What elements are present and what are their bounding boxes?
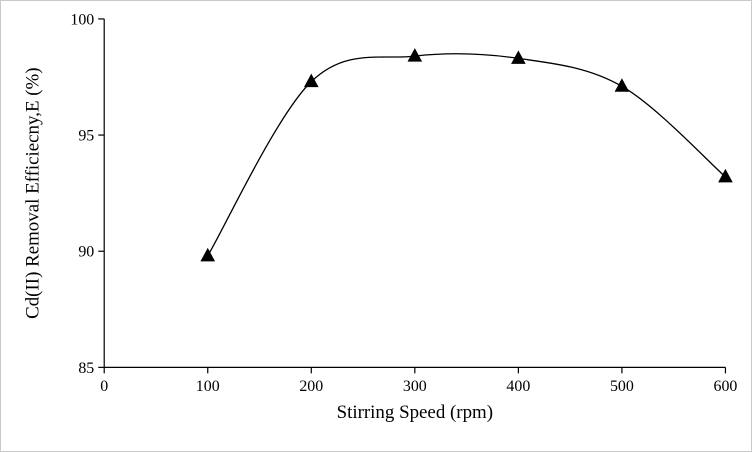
x-tick-label: 400 (506, 378, 530, 395)
x-tick-label: 300 (403, 378, 427, 395)
x-tick-label: 200 (299, 378, 323, 395)
y-tick-label: 85 (78, 360, 94, 377)
y-axis-label: Cd(II) Removal Efficiecny,E (%) (23, 67, 44, 318)
data-point-marker (614, 78, 630, 92)
x-tick-label: 0 (100, 378, 108, 395)
y-tick-label: 90 (78, 244, 94, 261)
x-tick-label: 100 (196, 378, 220, 395)
chart-plot-area: 0 100 200 300 400 500 600 85 90 95 100 (70, 11, 737, 395)
x-tick-label: 600 (714, 378, 738, 395)
data-point-marker (511, 50, 526, 64)
y-tick-label: 100 (70, 11, 94, 28)
x-tick-label: 500 (610, 378, 634, 395)
data-point-marker (200, 247, 216, 262)
data-point-marker (718, 168, 733, 183)
data-point-marker (303, 73, 319, 88)
data-point-marker (407, 48, 423, 62)
x-axis-label: Stirring Speed (rpm) (337, 402, 493, 423)
y-tick-label: 95 (78, 128, 94, 145)
data-series-line (207, 53, 726, 257)
